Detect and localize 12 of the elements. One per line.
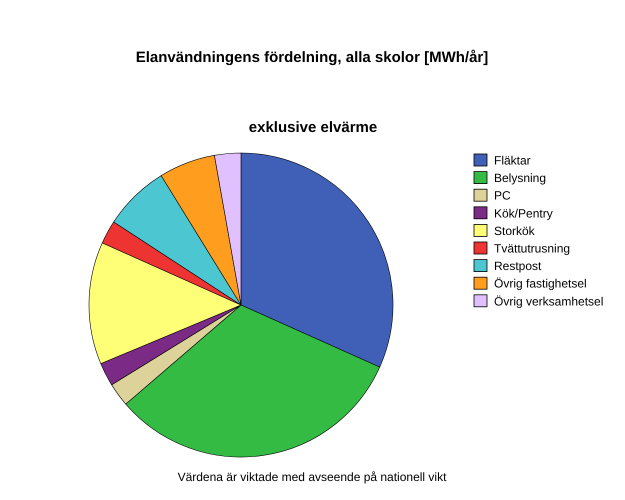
legend-label: Fläktar	[494, 154, 531, 168]
legend-label: Övrig fastighetsel	[494, 276, 587, 291]
text: Värdena är viktade med avseende på nationell vikt	[178, 470, 448, 484]
legend-label: Tvättutrusning	[494, 242, 570, 256]
legend-label: Restpost	[494, 259, 542, 274]
chart-subtitle: exklusive elvärme	[248, 119, 378, 136]
chart-title: Elanvändningens fördelning, alla skolor [MWh/år]	[136, 49, 488, 66]
legend-label: Kök/Pentry	[494, 206, 553, 220]
legend-label: Storkök	[494, 224, 536, 238]
legend-label: PC	[494, 188, 512, 203]
legend-label: Belysning	[494, 171, 546, 186]
legend-label: Övrig verksamhetsel	[494, 294, 604, 308]
